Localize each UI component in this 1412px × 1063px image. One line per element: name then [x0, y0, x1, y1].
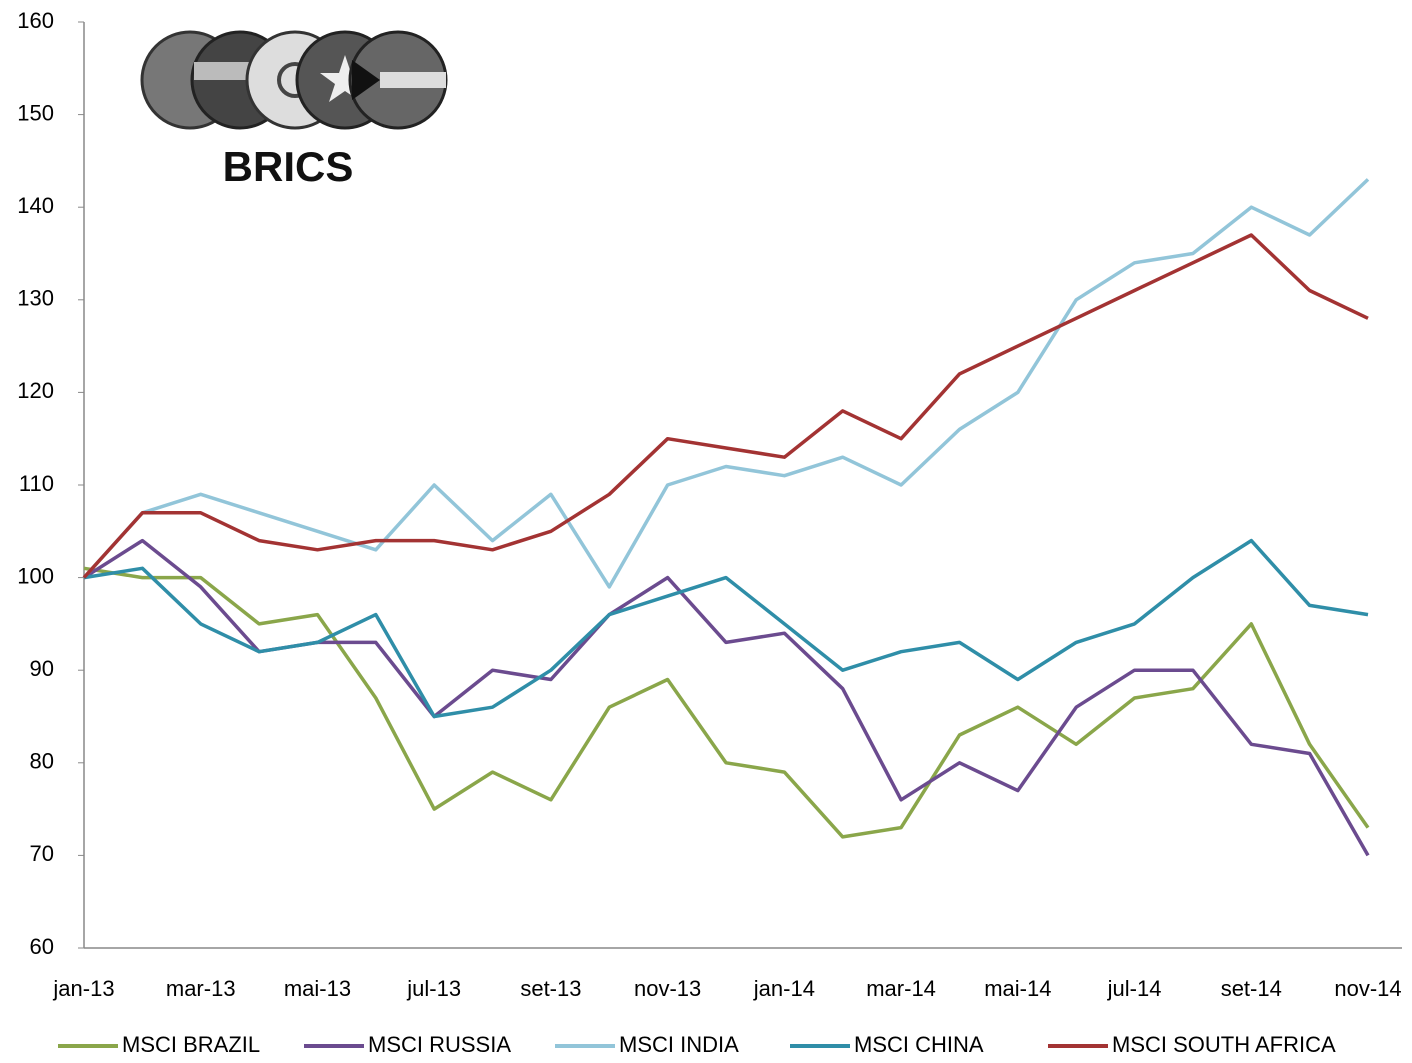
- x-tick-label: set-13: [520, 976, 581, 1001]
- x-tick-label: mar-14: [866, 976, 936, 1001]
- legend-label: MSCI INDIA: [619, 1032, 739, 1057]
- legend-label: MSCI CHINA: [854, 1032, 984, 1057]
- series-line: [82, 233, 1369, 579]
- y-tick-label: 90: [30, 656, 54, 681]
- x-tick-label: mar-13: [166, 976, 236, 1001]
- x-tick-label: jan-14: [753, 976, 815, 1001]
- series-line: [83, 538, 1370, 857]
- x-tick-label: jan-13: [52, 976, 114, 1001]
- y-tick-label: 140: [17, 193, 54, 218]
- x-tick-label: mai-13: [284, 976, 351, 1001]
- y-tick-label: 70: [30, 841, 54, 866]
- y-tick-label: 80: [30, 749, 54, 774]
- y-tick-label: 160: [17, 8, 54, 33]
- y-tick-label: 150: [17, 100, 54, 125]
- y-tick-label: 110: [19, 471, 54, 496]
- legend-label: MSCI SOUTH AFRICA: [1112, 1032, 1336, 1057]
- series-line: [83, 538, 1369, 719]
- logo: BRICS: [140, 30, 448, 190]
- y-tick-label: 100: [17, 563, 54, 588]
- x-tick-label: mai-14: [984, 976, 1051, 1001]
- y-tick-label: 60: [30, 934, 54, 959]
- x-tick-label: jul-14: [1107, 976, 1162, 1001]
- logo-text: BRICS: [223, 143, 354, 190]
- x-tick-label: set-14: [1221, 976, 1282, 1001]
- y-tick-label: 120: [17, 378, 54, 403]
- series-line: [83, 566, 1370, 839]
- y-tick-label: 130: [17, 286, 54, 311]
- x-tick-label: nov-13: [634, 976, 701, 1001]
- legend-label: MSCI RUSSIA: [368, 1032, 511, 1057]
- legend-label: MSCI BRAZIL: [122, 1032, 260, 1057]
- series-line: [82, 178, 1370, 589]
- x-tick-label: nov-14: [1334, 976, 1401, 1001]
- x-tick-label: jul-13: [406, 976, 461, 1001]
